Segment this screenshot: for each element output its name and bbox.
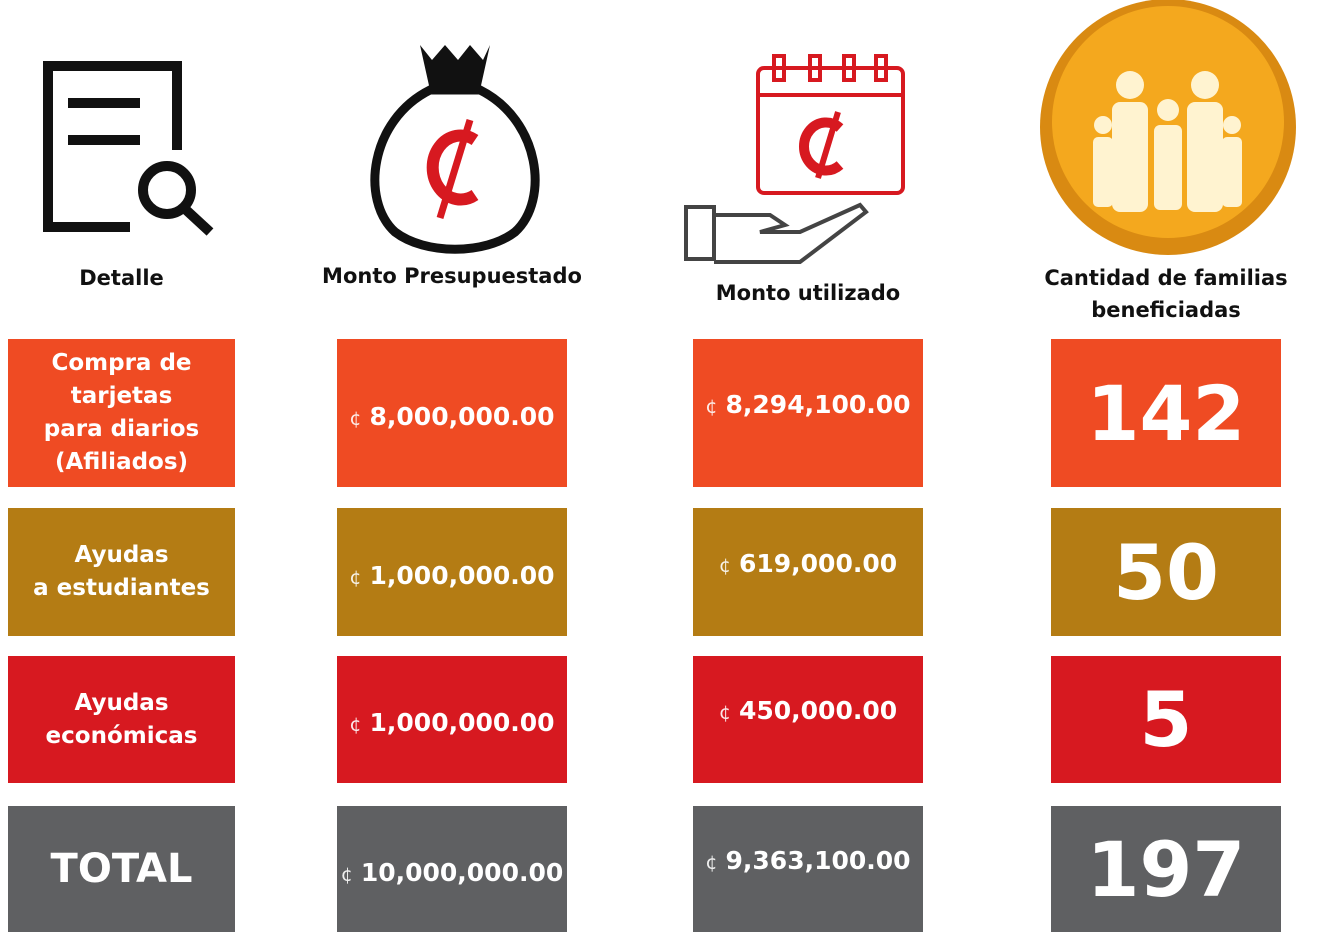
families-count: 142 xyxy=(1086,368,1246,458)
amount: ¢ 8,000,000.00 xyxy=(349,396,554,431)
currency: ¢ xyxy=(340,863,353,886)
used-cell: ¢ 619,000.00 xyxy=(693,508,923,636)
amount: ¢ 619,000.00 xyxy=(719,549,897,596)
used-cell: ¢ 450,000.00 xyxy=(693,656,923,783)
amount: ¢ 450,000.00 xyxy=(719,696,897,743)
detail-line: para diarios xyxy=(43,416,200,442)
header-line: beneficiadas xyxy=(1091,298,1241,322)
families-cell: 50 xyxy=(1051,508,1281,636)
amount-value: 9,363,100.00 xyxy=(725,845,911,875)
detail-line: a estudiantes xyxy=(33,575,210,601)
families-cell: 197 xyxy=(1051,806,1281,932)
amount-value: 10,000,000.00 xyxy=(360,857,564,887)
used-icon xyxy=(684,54,905,264)
detail-line: TOTAL xyxy=(50,846,193,892)
amount-value: 1,000,000.00 xyxy=(369,560,555,590)
budget-cell: ¢ 1,000,000.00 xyxy=(337,656,567,783)
amount-value: 450,000.00 xyxy=(738,696,898,725)
column-header: Cantidad de familias beneficiadas xyxy=(1011,262,1320,326)
column-header: Monto Presupuestado xyxy=(297,260,607,292)
header-line: Detalle xyxy=(79,266,164,290)
column-header: Monto utilizado xyxy=(653,277,963,309)
amount: ¢ 9,363,100.00 xyxy=(705,846,910,893)
detail-line: Ayudas xyxy=(74,689,169,716)
families-count: 50 xyxy=(1113,527,1219,617)
detail-line: económicas xyxy=(45,722,198,749)
families-icon xyxy=(1040,0,1296,255)
detail-line: (Afiliados) xyxy=(54,449,189,475)
amount-value: 1,000,000.00 xyxy=(369,708,555,737)
budget-icon xyxy=(370,45,540,254)
amount: ¢ 8,294,100.00 xyxy=(705,390,910,437)
used-cell: ¢ 8,294,100.00 xyxy=(693,339,923,487)
header-icons xyxy=(43,0,1296,264)
amount-value: 8,000,000.00 xyxy=(369,401,555,431)
amount: ¢ 10,000,000.00 xyxy=(341,852,564,887)
budget-cell: ¢ 10,000,000.00 xyxy=(337,806,567,932)
currency: ¢ xyxy=(349,566,362,589)
families-cell: 5 xyxy=(1051,656,1281,783)
currency: ¢ xyxy=(718,702,731,724)
detail-line: Compra de xyxy=(51,350,192,376)
column-header: Detalle xyxy=(0,262,275,294)
detail-line: Ayudas xyxy=(74,542,169,568)
amount: ¢ 1,000,000.00 xyxy=(349,702,554,737)
currency: ¢ xyxy=(705,851,718,874)
currency: ¢ xyxy=(349,714,362,736)
header-line: Cantidad de familias xyxy=(1044,266,1288,290)
amount: ¢ 1,000,000.00 xyxy=(349,555,554,590)
detail-icon xyxy=(43,61,214,236)
detail-cell: Ayudas a estudiantes xyxy=(8,508,235,636)
detail-cell: TOTAL xyxy=(8,806,235,932)
budget-cell: ¢ 1,000,000.00 xyxy=(337,508,567,636)
detail-cell: Compra de tarjetas para diarios (Afiliados) xyxy=(8,339,235,487)
families-count: 5 xyxy=(1139,675,1193,764)
amount-value: 8,294,100.00 xyxy=(725,389,911,419)
budget-cell: ¢ 8,000,000.00 xyxy=(337,339,567,487)
header-line: Monto utilizado xyxy=(715,281,901,305)
used-cell: ¢ 9,363,100.00 xyxy=(693,806,923,932)
currency: ¢ xyxy=(349,407,362,430)
header-line: Monto Presupuestado xyxy=(322,264,582,288)
families-cell: 142 xyxy=(1051,339,1281,487)
families-count: 197 xyxy=(1086,824,1246,914)
currency: ¢ xyxy=(718,554,731,577)
detail-line: tarjetas xyxy=(70,383,173,409)
currency: ¢ xyxy=(705,395,718,418)
detail-cell: Ayudas económicas xyxy=(8,656,235,783)
amount-value: 619,000.00 xyxy=(738,548,898,578)
